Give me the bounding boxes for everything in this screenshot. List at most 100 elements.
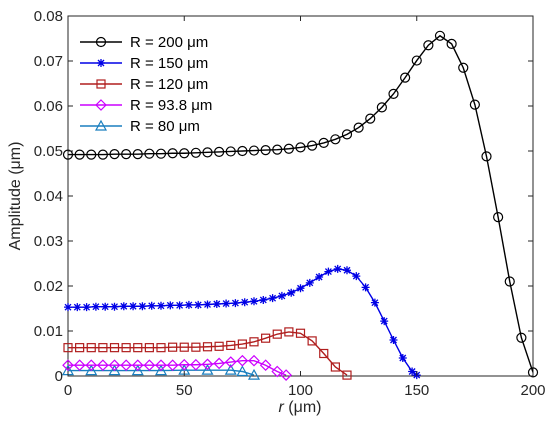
- data-point-marker: [341, 129, 353, 140]
- x-axis-title: r (μm): [279, 399, 322, 416]
- data-point-marker: [191, 342, 201, 352]
- series-line: [68, 331, 348, 376]
- data-point-marker: [131, 364, 144, 376]
- data-point-marker: [330, 362, 340, 372]
- data-point-marker: [168, 342, 178, 352]
- legend-marker: [94, 119, 108, 131]
- data-point-marker: [129, 302, 138, 311]
- data-point-marker: [271, 365, 284, 378]
- data-point-marker: [380, 317, 389, 326]
- series-line: [68, 34, 534, 373]
- data-point-marker: [194, 300, 203, 309]
- data-point-marker: [237, 339, 247, 349]
- data-point-marker: [144, 148, 155, 159]
- data-point-marker: [201, 363, 214, 375]
- data-point-marker: [249, 337, 259, 347]
- y-axis: 0 0.01 0.02 0.03 0.04 0.05 0.06 0.07 0.08: [34, 8, 533, 385]
- data-point-marker: [343, 266, 351, 275]
- data-point-marker: [248, 354, 260, 367]
- data-point-marker: [214, 146, 225, 157]
- data-point-marker: [155, 359, 167, 372]
- data-point-marker: [248, 145, 260, 156]
- data-point-marker: [423, 40, 434, 51]
- data-point-marker: [73, 359, 86, 372]
- x-tick-label: 100: [288, 382, 313, 399]
- legend-marker: [95, 99, 107, 111]
- data-point-marker: [110, 302, 119, 311]
- y-tick-label: 0.02: [34, 278, 63, 295]
- data-point-marker: [353, 122, 364, 133]
- data-point-marker: [446, 38, 457, 50]
- data-point-marker: [154, 364, 168, 376]
- legend-item: R = 200 μm: [80, 34, 208, 51]
- data-point-marker: [73, 303, 82, 312]
- data-point-marker: [247, 368, 261, 380]
- data-point-marker: [388, 88, 399, 99]
- data-point-marker: [411, 55, 422, 66]
- data-point-marker: [272, 329, 282, 339]
- legend: R = 200 μm R = 150 μm R = 120 μm R = 93.8 μ…: [80, 34, 212, 135]
- y-tick-label: 0.04: [34, 188, 63, 205]
- legend-item: R = 120 μm: [80, 76, 208, 93]
- data-point-marker: [259, 295, 268, 304]
- data-point-marker: [225, 146, 236, 157]
- data-point-marker: [224, 356, 237, 368]
- data-point-marker: [133, 343, 143, 353]
- data-point-marker: [516, 332, 527, 343]
- data-point-marker: [330, 134, 341, 145]
- data-point-marker: [178, 358, 191, 371]
- data-point-marker: [295, 142, 306, 153]
- data-point-marker: [138, 302, 147, 311]
- data-point-marker: [333, 264, 342, 273]
- data-point-marker: [109, 343, 120, 353]
- data-point-marker: [527, 367, 539, 378]
- data-point-marker: [283, 143, 294, 154]
- data-point-marker: [202, 342, 213, 352]
- data-point-marker: [109, 149, 120, 160]
- data-point-marker: [144, 343, 154, 353]
- data-point-marker: [212, 300, 221, 308]
- series-group: [63, 327, 352, 380]
- data-point-marker: [259, 359, 272, 372]
- data-point-marker: [469, 99, 480, 110]
- data-point-marker: [365, 113, 376, 124]
- data-point-marker: [231, 299, 240, 308]
- data-point-marker: [268, 294, 277, 303]
- y-tick-label: 0.08: [34, 8, 63, 25]
- data-point-marker: [272, 144, 283, 155]
- legend-marker: [95, 36, 107, 48]
- data-point-marker: [166, 301, 175, 310]
- data-point-marker: [86, 343, 96, 353]
- data-point-marker: [179, 148, 190, 159]
- y-tick-label: 0.05: [34, 143, 63, 160]
- legend-label: R = 200 μm: [130, 34, 208, 51]
- y-tick-label: 0: [55, 368, 63, 385]
- x-tick-label: 0: [64, 382, 72, 399]
- data-point-marker: [277, 291, 286, 300]
- data-point-marker: [166, 359, 179, 372]
- data-point-marker: [98, 343, 108, 353]
- legend-marker: [97, 59, 105, 67]
- data-point-marker: [184, 300, 193, 309]
- data-point-marker: [131, 359, 144, 372]
- data-point-marker: [108, 359, 121, 372]
- data-point-marker: [147, 301, 156, 310]
- data-point-marker: [434, 30, 446, 41]
- data-point-marker: [63, 343, 73, 353]
- data-point-marker: [287, 288, 296, 297]
- data-point-marker: [250, 297, 258, 306]
- legend-label: R = 120 μm: [130, 76, 208, 93]
- data-point-marker: [295, 328, 306, 338]
- data-point-marker: [143, 359, 156, 372]
- data-point-marker: [370, 298, 379, 307]
- data-point-marker: [280, 369, 292, 381]
- data-point-marker: [222, 299, 231, 308]
- data-point-marker: [121, 343, 131, 353]
- data-point-marker: [376, 102, 387, 113]
- data-point-marker: [62, 359, 74, 372]
- y-axis-title: Amplitude (μm): [7, 142, 24, 251]
- data-point-marker: [319, 348, 329, 359]
- data-point-marker: [226, 340, 236, 350]
